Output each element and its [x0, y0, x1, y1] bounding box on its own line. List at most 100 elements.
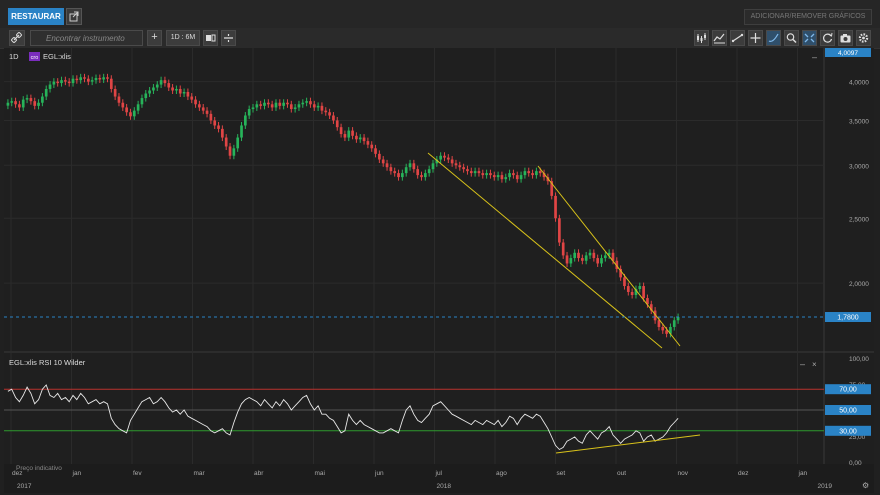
candle: [592, 249, 596, 262]
settings-button[interactable]: [856, 30, 871, 46]
candlestick-series: [6, 73, 680, 338]
add-instrument-button[interactable]: +: [147, 30, 162, 46]
candle: [573, 249, 577, 262]
candle: [519, 171, 523, 183]
rsi-70-badge: [825, 384, 871, 395]
candle: [178, 85, 182, 98]
candle: [282, 99, 285, 110]
zoom-icon: [786, 33, 797, 44]
price-panel-minimize-button[interactable]: –: [812, 52, 817, 62]
candle: [385, 159, 389, 171]
candle: [117, 93, 121, 107]
axis-settings-icon[interactable]: ⚙: [862, 481, 869, 490]
x-tick-label: ago: [496, 470, 507, 477]
candle: [255, 100, 259, 111]
rsi-50-label: 50,00: [839, 408, 857, 415]
candle: [435, 156, 439, 167]
restore-button[interactable]: RESTAURAR: [8, 8, 64, 25]
candle: [163, 76, 167, 87]
gear-icon: [858, 33, 869, 43]
candle: [339, 123, 343, 138]
curve-icon: [768, 33, 779, 42]
candle: [661, 323, 665, 334]
candle: [408, 159, 412, 171]
draw-line-button[interactable]: [730, 30, 745, 46]
x-tick-label: mai: [315, 470, 325, 477]
snapshot-button[interactable]: [838, 30, 853, 46]
lower-channel-trendline[interactable]: [427, 152, 663, 349]
candle: [358, 134, 362, 143]
candle: [469, 167, 473, 177]
candle: [404, 163, 408, 177]
chart-type-button[interactable]: [694, 30, 709, 46]
zoom-button[interactable]: [784, 30, 799, 46]
timeframe-selector[interactable]: 1D : 6M: [166, 30, 200, 46]
rsi-panel[interactable]: [4, 352, 874, 464]
rsi-title[interactable]: EGL:xlis RSI 10 Wilder: [9, 358, 86, 367]
split-panel-button[interactable]: [221, 30, 236, 46]
rsi-minimize-button[interactable]: –: [800, 359, 805, 369]
price-panel[interactable]: [4, 48, 874, 352]
crosshair-button[interactable]: [748, 30, 763, 46]
rsi-30-label: 30,00: [839, 428, 857, 435]
link-button[interactable]: [9, 30, 25, 46]
candle: [52, 78, 56, 89]
candle: [75, 75, 79, 84]
candle: [328, 108, 331, 120]
x-tick-label: jun: [374, 470, 384, 477]
candle: [458, 161, 462, 171]
fit-chart-button[interactable]: [802, 30, 817, 46]
rsi-trendline[interactable]: [555, 434, 701, 454]
indicators-button[interactable]: [712, 30, 727, 46]
candle: [439, 152, 442, 164]
candle: [381, 156, 385, 167]
candle: [496, 171, 500, 181]
candle: [224, 134, 228, 151]
candle: [33, 97, 37, 110]
year-label: 2019: [818, 483, 833, 490]
candle: [37, 99, 40, 110]
popout-button[interactable]: [66, 8, 82, 25]
candle: [550, 177, 554, 200]
draw-curve-button[interactable]: [766, 30, 781, 46]
candle: [504, 173, 508, 183]
candle: [676, 313, 680, 324]
candle: [18, 100, 21, 111]
price-tick-label: 2,0000: [849, 281, 869, 288]
candle: [515, 171, 519, 183]
candle: [581, 254, 584, 265]
expand-icon: [804, 33, 815, 43]
rsi-tick-label: 25,00: [849, 434, 866, 441]
candle: [561, 239, 565, 259]
chart-layout-button[interactable]: [203, 30, 218, 46]
candle: [232, 144, 236, 160]
candle: [477, 167, 481, 177]
candle: [565, 251, 569, 267]
candle: [416, 165, 420, 179]
candle: [558, 214, 561, 247]
candle: [542, 169, 546, 181]
x-tick-label: dez: [738, 470, 748, 477]
candle: [481, 169, 485, 179]
year-label: 2018: [437, 483, 452, 490]
candle: [152, 84, 155, 94]
refresh-button[interactable]: [820, 30, 835, 46]
camera-icon: [840, 34, 851, 43]
candle: [431, 159, 435, 173]
candle: [630, 288, 634, 299]
candle: [209, 110, 213, 124]
candle: [274, 99, 278, 111]
candle: [623, 273, 626, 290]
candle: [198, 100, 201, 111]
symbol-badge: [29, 52, 40, 61]
symbol-label[interactable]: EGL:xlis: [43, 52, 71, 61]
split-icon: [224, 34, 233, 42]
add-remove-charts-button[interactable]: ADICIONAR/REMOVER GRÁFICOS: [744, 9, 872, 25]
candle: [270, 100, 274, 111]
candle: [607, 249, 611, 259]
instrument-search-input[interactable]: [30, 30, 143, 46]
upper-channel-trendline[interactable]: [537, 165, 681, 347]
candle: [634, 285, 638, 299]
rsi-close-button[interactable]: ×: [812, 360, 817, 369]
